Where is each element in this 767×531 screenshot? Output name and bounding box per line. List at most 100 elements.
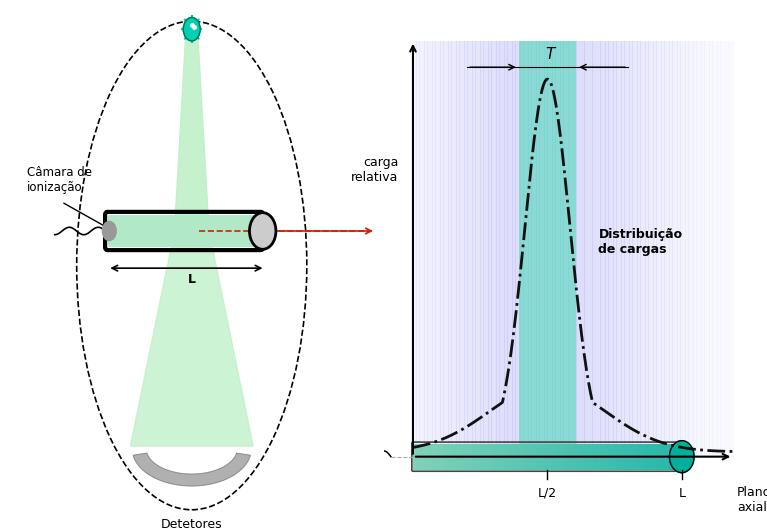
FancyBboxPatch shape	[436, 41, 437, 457]
Bar	[416, 443, 420, 470]
Bar	[561, 443, 565, 470]
Text: Raios-X: Raios-X	[169, 0, 215, 3]
FancyBboxPatch shape	[648, 41, 650, 457]
FancyBboxPatch shape	[583, 41, 584, 457]
Bar	[558, 443, 561, 470]
FancyBboxPatch shape	[416, 41, 418, 457]
FancyBboxPatch shape	[571, 41, 574, 457]
FancyBboxPatch shape	[490, 41, 492, 457]
Text: carga
relativa: carga relativa	[351, 156, 398, 184]
Text: L: L	[188, 273, 196, 286]
FancyBboxPatch shape	[630, 41, 633, 457]
FancyBboxPatch shape	[424, 41, 426, 457]
FancyBboxPatch shape	[496, 41, 499, 457]
FancyBboxPatch shape	[657, 41, 658, 457]
FancyBboxPatch shape	[539, 41, 542, 457]
FancyBboxPatch shape	[469, 41, 471, 457]
FancyBboxPatch shape	[692, 41, 693, 457]
FancyBboxPatch shape	[658, 41, 660, 457]
FancyBboxPatch shape	[443, 41, 446, 457]
Bar	[505, 443, 509, 470]
FancyBboxPatch shape	[453, 41, 455, 457]
FancyBboxPatch shape	[445, 41, 447, 457]
Polygon shape	[175, 29, 209, 231]
FancyBboxPatch shape	[427, 41, 430, 457]
Polygon shape	[133, 453, 250, 486]
FancyBboxPatch shape	[696, 41, 699, 457]
Bar	[650, 443, 653, 470]
FancyBboxPatch shape	[719, 41, 721, 457]
FancyBboxPatch shape	[472, 41, 474, 457]
FancyBboxPatch shape	[518, 41, 521, 457]
FancyBboxPatch shape	[676, 41, 677, 457]
FancyBboxPatch shape	[636, 41, 637, 457]
FancyBboxPatch shape	[679, 41, 681, 457]
FancyBboxPatch shape	[652, 41, 653, 457]
Bar	[453, 443, 456, 470]
FancyBboxPatch shape	[714, 41, 716, 457]
FancyBboxPatch shape	[504, 41, 506, 457]
FancyBboxPatch shape	[464, 41, 466, 457]
FancyBboxPatch shape	[708, 41, 709, 457]
FancyBboxPatch shape	[474, 41, 476, 457]
FancyBboxPatch shape	[683, 41, 686, 457]
FancyBboxPatch shape	[629, 41, 631, 457]
Bar	[584, 443, 588, 470]
FancyBboxPatch shape	[452, 41, 453, 457]
FancyBboxPatch shape	[430, 41, 433, 457]
FancyBboxPatch shape	[532, 41, 533, 457]
Bar	[551, 443, 555, 470]
FancyBboxPatch shape	[541, 41, 543, 457]
FancyBboxPatch shape	[601, 41, 602, 457]
FancyBboxPatch shape	[548, 41, 549, 457]
FancyBboxPatch shape	[666, 41, 668, 457]
Bar	[518, 443, 522, 470]
FancyBboxPatch shape	[493, 41, 495, 457]
Bar	[538, 443, 542, 470]
Bar	[646, 443, 650, 470]
FancyBboxPatch shape	[489, 41, 490, 457]
Bar	[463, 443, 466, 470]
FancyBboxPatch shape	[604, 41, 605, 457]
FancyBboxPatch shape	[704, 41, 706, 457]
Bar	[472, 443, 476, 470]
FancyBboxPatch shape	[107, 215, 260, 247]
FancyBboxPatch shape	[716, 41, 718, 457]
FancyBboxPatch shape	[727, 41, 729, 457]
FancyBboxPatch shape	[476, 41, 477, 457]
FancyBboxPatch shape	[423, 41, 424, 457]
FancyBboxPatch shape	[455, 41, 456, 457]
FancyBboxPatch shape	[528, 41, 530, 457]
Circle shape	[670, 441, 694, 473]
FancyBboxPatch shape	[698, 41, 700, 457]
FancyBboxPatch shape	[527, 41, 528, 457]
FancyBboxPatch shape	[449, 41, 452, 457]
FancyBboxPatch shape	[586, 41, 588, 457]
Bar	[591, 443, 594, 470]
FancyBboxPatch shape	[624, 41, 627, 457]
FancyBboxPatch shape	[545, 41, 546, 457]
FancyBboxPatch shape	[655, 41, 657, 457]
Bar	[669, 443, 673, 470]
Bar	[512, 443, 515, 470]
FancyBboxPatch shape	[674, 41, 676, 457]
Bar	[568, 443, 571, 470]
Bar	[587, 443, 591, 470]
Bar	[633, 443, 637, 470]
FancyBboxPatch shape	[512, 41, 514, 457]
Bar	[666, 443, 670, 470]
FancyBboxPatch shape	[413, 41, 415, 457]
Bar	[640, 443, 644, 470]
FancyBboxPatch shape	[570, 41, 572, 457]
FancyBboxPatch shape	[508, 41, 509, 457]
Bar	[466, 443, 469, 470]
FancyBboxPatch shape	[729, 41, 730, 457]
FancyBboxPatch shape	[414, 41, 416, 457]
FancyBboxPatch shape	[560, 41, 562, 457]
Bar	[614, 443, 617, 470]
FancyBboxPatch shape	[437, 41, 439, 457]
FancyBboxPatch shape	[538, 41, 540, 457]
FancyBboxPatch shape	[677, 41, 679, 457]
FancyBboxPatch shape	[514, 41, 516, 457]
Circle shape	[249, 213, 276, 250]
